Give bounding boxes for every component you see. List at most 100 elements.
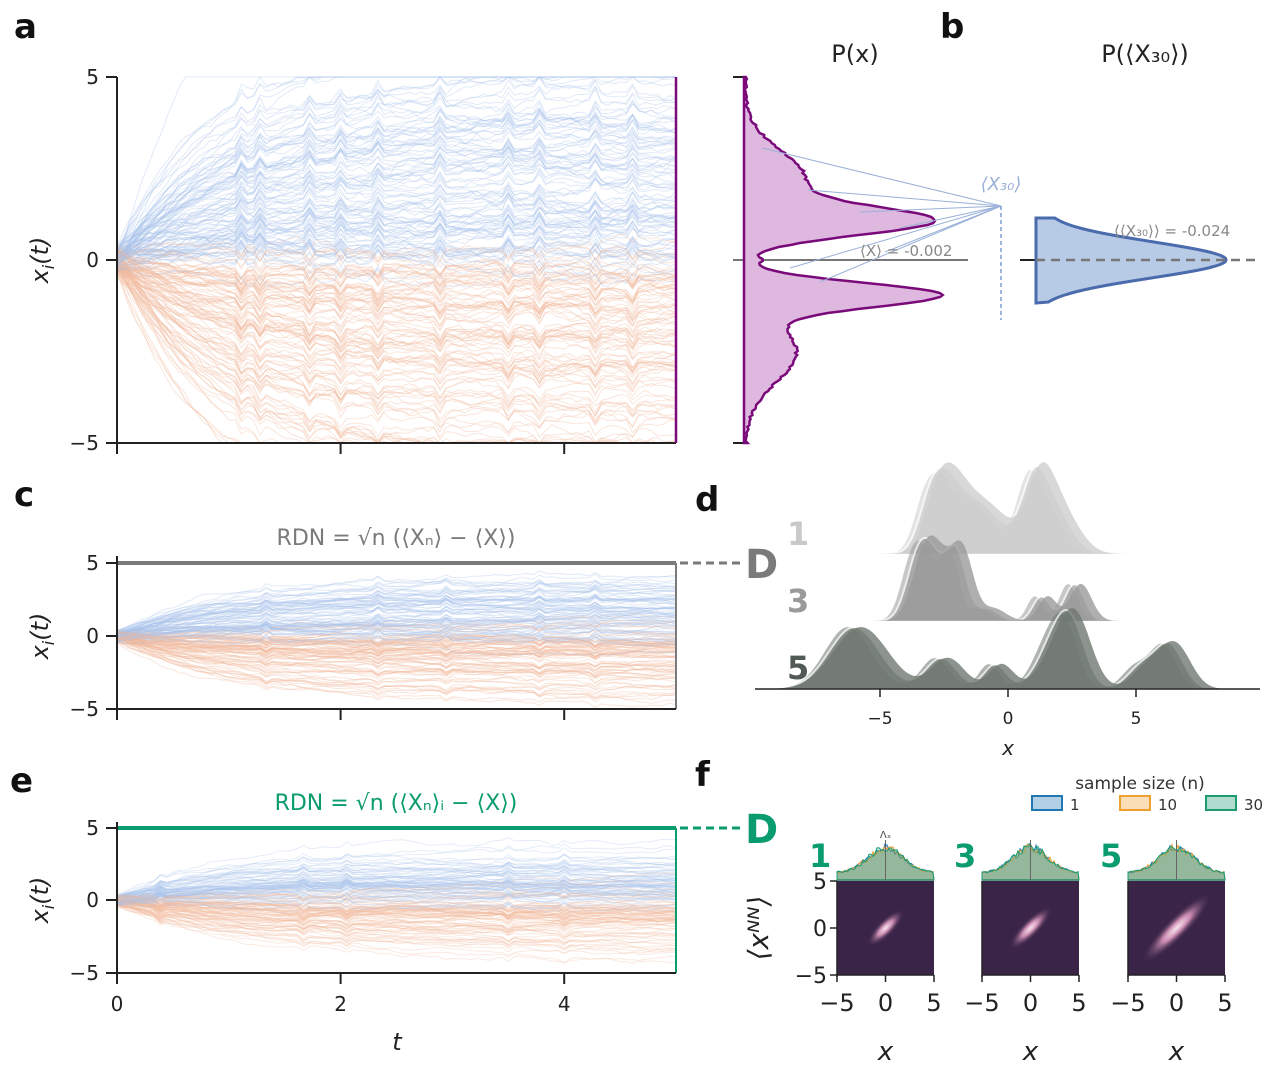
- trajectory-line: [116, 125, 677, 269]
- trajectory-line: [116, 260, 677, 293]
- trajectory-line: [116, 631, 677, 651]
- heatmap-x-tick-label: −5: [819, 989, 854, 1017]
- trajectory-lines-e: [116, 836, 677, 964]
- trajectory-line: [116, 879, 677, 905]
- trajectory-line: [116, 897, 677, 914]
- trajectory-line: [116, 76, 676, 252]
- trajectory-line: [116, 248, 677, 360]
- x-tick-label: 4: [558, 992, 571, 1016]
- trajectory-line: [116, 248, 677, 333]
- trajectory-line: [116, 613, 677, 634]
- panel-a-histogram: P(x) ⟨X⟩ = -0.002 ⟨X₃₀⟩: [733, 40, 1022, 445]
- trajectory-line: [116, 631, 677, 647]
- trajectory-line: [116, 112, 677, 260]
- trajectory-line: [116, 865, 676, 900]
- trajectory-line: [116, 895, 677, 909]
- heatmap-x-tick-label: 0: [1169, 989, 1184, 1017]
- callout-line: [807, 189, 1002, 207]
- trajectory-line: [116, 178, 677, 265]
- trajectory-line: [116, 868, 677, 906]
- trajectory-line: [117, 620, 677, 642]
- trajectory-line: [116, 894, 677, 909]
- trajectory-line: [116, 636, 677, 694]
- y-tick-label: 5: [86, 65, 99, 89]
- trajectory-line: [116, 899, 677, 926]
- trajectory-line: [116, 261, 677, 331]
- trajectory-line: [116, 899, 677, 931]
- hist-callout-lines: [761, 147, 1002, 283]
- trajectory-line: [116, 877, 677, 905]
- trajectory-line: [116, 171, 677, 250]
- trajectory-line: [116, 626, 677, 644]
- y-tick-label: 0: [86, 248, 99, 272]
- trajectory-line: [116, 898, 677, 926]
- trajectory-line: [116, 570, 677, 637]
- trajectory-line: [116, 255, 677, 281]
- trajectory-line: [116, 192, 677, 259]
- trajectory-line: [116, 613, 677, 640]
- trajectory-line: [116, 258, 677, 296]
- trajectory-line: [116, 641, 677, 703]
- rdn-annotation-e: RDN = √n (⟨Xₙ⟩ᵢ − ⟨X⟩): [275, 791, 518, 816]
- trajectory-line: [116, 243, 677, 285]
- trajectory-line: [116, 596, 677, 631]
- trajectory-line: [116, 183, 677, 257]
- trajectory-line: [116, 226, 677, 262]
- trajectory-line: [116, 267, 677, 296]
- trajectory-line: [116, 635, 677, 649]
- trajectory-line: [116, 897, 677, 947]
- trajectory-line: [116, 128, 677, 252]
- trajectory-line: [116, 259, 677, 354]
- hist-title: P(x): [831, 40, 878, 68]
- trajectory-line: [117, 635, 677, 665]
- trajectory-line: [116, 905, 677, 937]
- trajectory-line: [116, 899, 677, 934]
- trajectory-line: [116, 634, 677, 645]
- trajectory-line: [116, 639, 677, 694]
- trajectory-line: [116, 273, 677, 326]
- trajectory-line: [116, 141, 677, 260]
- d-x-label: x: [1001, 736, 1014, 760]
- trajectory-line: [116, 879, 677, 898]
- trajectory-line: [116, 890, 677, 902]
- trajectory-line: [116, 903, 677, 932]
- trajectory-line: [116, 904, 677, 932]
- trajectory-line: [116, 635, 676, 653]
- trajectory-line: [116, 871, 677, 899]
- trajectory-line: [116, 604, 677, 636]
- trajectory-line: [116, 633, 677, 646]
- trajectory-line: [116, 881, 677, 897]
- trajectory-line: [116, 207, 677, 245]
- trajectory-line: [116, 891, 677, 909]
- trajectory-line: [116, 641, 677, 662]
- trajectory-line: [116, 196, 677, 268]
- trajectory-line: [116, 634, 677, 659]
- trajectory-line: [116, 263, 676, 444]
- trajectory-line: [116, 257, 677, 360]
- d-row-label-3: 3: [787, 582, 809, 620]
- trajectory-line: [116, 876, 677, 902]
- trajectory-line: [116, 899, 677, 916]
- trajectory-line: [116, 256, 677, 350]
- trajectory-line: [116, 897, 677, 939]
- trajectory-line: [116, 239, 677, 278]
- trajectory-line: [116, 579, 677, 640]
- trajectory-line: [116, 251, 677, 373]
- trajectory-line: [116, 631, 677, 680]
- trajectory-line: [116, 205, 677, 258]
- y-tick-label: −5: [70, 431, 99, 455]
- legend: 1 10 30: [1031, 795, 1263, 814]
- trajectory-line: [116, 903, 677, 937]
- trajectory-line: [116, 842, 677, 897]
- trajectory-line: [116, 236, 677, 265]
- trajectory-line: [116, 202, 677, 268]
- trajectory-line: [116, 113, 677, 251]
- trajectory-line: [116, 633, 677, 691]
- trajectory-line: [116, 897, 677, 916]
- trajectory-line: [116, 624, 677, 643]
- trajectory-line: [116, 575, 677, 634]
- trajectory-line: [116, 235, 677, 263]
- callout-label: ⟨X₃₀⟩: [981, 174, 1022, 195]
- f-y-label: ⟨xᴺᴺ⟩: [742, 896, 775, 961]
- trajectory-line: [116, 174, 677, 263]
